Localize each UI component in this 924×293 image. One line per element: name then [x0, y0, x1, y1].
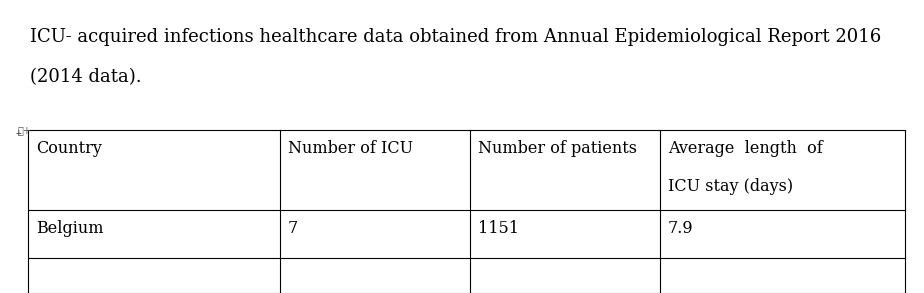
Text: Belgium: Belgium	[36, 220, 103, 237]
Text: 7.9: 7.9	[668, 220, 694, 237]
Text: Average  length  of: Average length of	[668, 140, 822, 157]
Text: Number of patients: Number of patients	[478, 140, 637, 157]
Text: 1151: 1151	[478, 220, 519, 237]
Text: Country: Country	[36, 140, 102, 157]
Text: +: +	[18, 125, 31, 135]
Text: Number of ICU: Number of ICU	[288, 140, 413, 157]
Text: (2014 data).: (2014 data).	[30, 68, 141, 86]
Text: 7: 7	[288, 220, 298, 237]
Text: +: +	[16, 128, 22, 138]
Text: ICU- acquired infections healthcare data obtained from Annual Epidemiological Re: ICU- acquired infections healthcare data…	[30, 28, 881, 46]
Text: ICU stay (days): ICU stay (days)	[668, 178, 793, 195]
